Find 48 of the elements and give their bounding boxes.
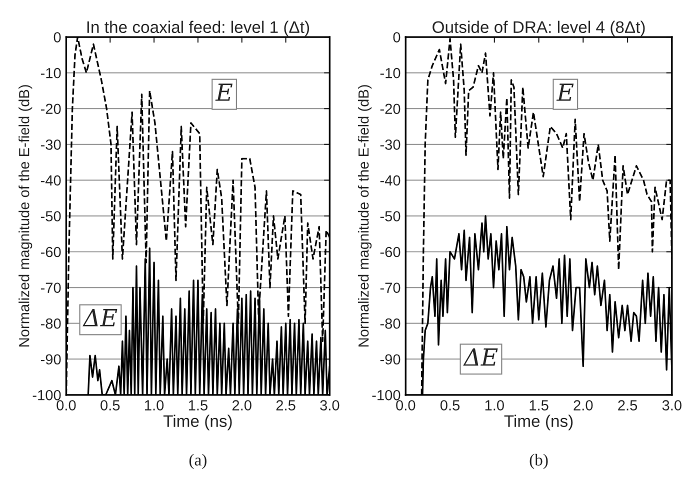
y-tick-label: -90 — [380, 354, 400, 365]
x-axis-title: Time (ns) — [163, 414, 232, 430]
y-tick-label: -30 — [380, 139, 400, 150]
chart-title: In the coaxial feed: level 1 (Δt) — [87, 20, 310, 36]
y-tick-label: 0 — [393, 32, 400, 42]
y-tick-label: -50 — [380, 211, 400, 222]
y-tick-label: -50 — [40, 211, 61, 222]
y-tick-label: -40 — [380, 175, 400, 186]
x-tick-label: 0.0 — [396, 400, 416, 410]
y-tick-label: -60 — [40, 246, 61, 258]
y-axis-title: Normalized magnitude of the E-field (dB) — [358, 85, 372, 346]
chart-title: Outside of DRA: level 4 (8Δt) — [432, 20, 645, 36]
y-tick-label: -90 — [40, 354, 61, 365]
x-tick-label: 0.5 — [100, 400, 120, 410]
x-tick-label: 1.0 — [485, 400, 504, 410]
x-tick-label: 3.0 — [662, 400, 682, 410]
y-tick-label: -60 — [380, 246, 400, 258]
x-tick-label: 2.5 — [618, 400, 638, 410]
series-label: E — [556, 84, 574, 101]
y-tick-label: -100 — [32, 390, 61, 400]
x-tick-label: 1.5 — [530, 400, 548, 410]
y-tick-label: -80 — [40, 318, 61, 329]
y-tick-label: -10 — [40, 68, 61, 78]
x-tick-label: 1.5 — [188, 400, 208, 410]
y-tick-label: -70 — [40, 282, 61, 293]
y-tick-label: -30 — [40, 139, 61, 150]
y-tick-label: -100 — [372, 390, 400, 400]
x-axis-title: Time (ns) — [504, 414, 573, 430]
text: (b) — [530, 454, 548, 469]
x-tick-label: 2.0 — [232, 400, 252, 410]
text: (a) — [189, 454, 206, 469]
x-tick-label: 0.5 — [440, 400, 460, 410]
y-tick-label: -20 — [380, 104, 400, 114]
y-tick-label: -70 — [380, 282, 400, 293]
y-axis-title: Normalized magnitude of the E-field (dB) — [18, 85, 32, 346]
y-tick-label: -80 — [380, 318, 400, 329]
series-label: E — [215, 84, 233, 101]
x-tick-label: 1.0 — [145, 400, 164, 410]
x-tick-label: 3.0 — [320, 400, 340, 410]
x-tick-label: 2.5 — [276, 400, 296, 410]
y-tick-label: -20 — [40, 104, 61, 114]
y-tick-label: -40 — [40, 175, 61, 186]
x-tick-label: 0.0 — [56, 400, 76, 410]
x-tick-label: 2.0 — [574, 400, 593, 410]
series-label: ΔE — [463, 348, 498, 366]
y-tick-label: -10 — [380, 68, 400, 78]
y-tick-label: 0 — [54, 32, 61, 42]
series-label: ΔE — [82, 309, 118, 326]
